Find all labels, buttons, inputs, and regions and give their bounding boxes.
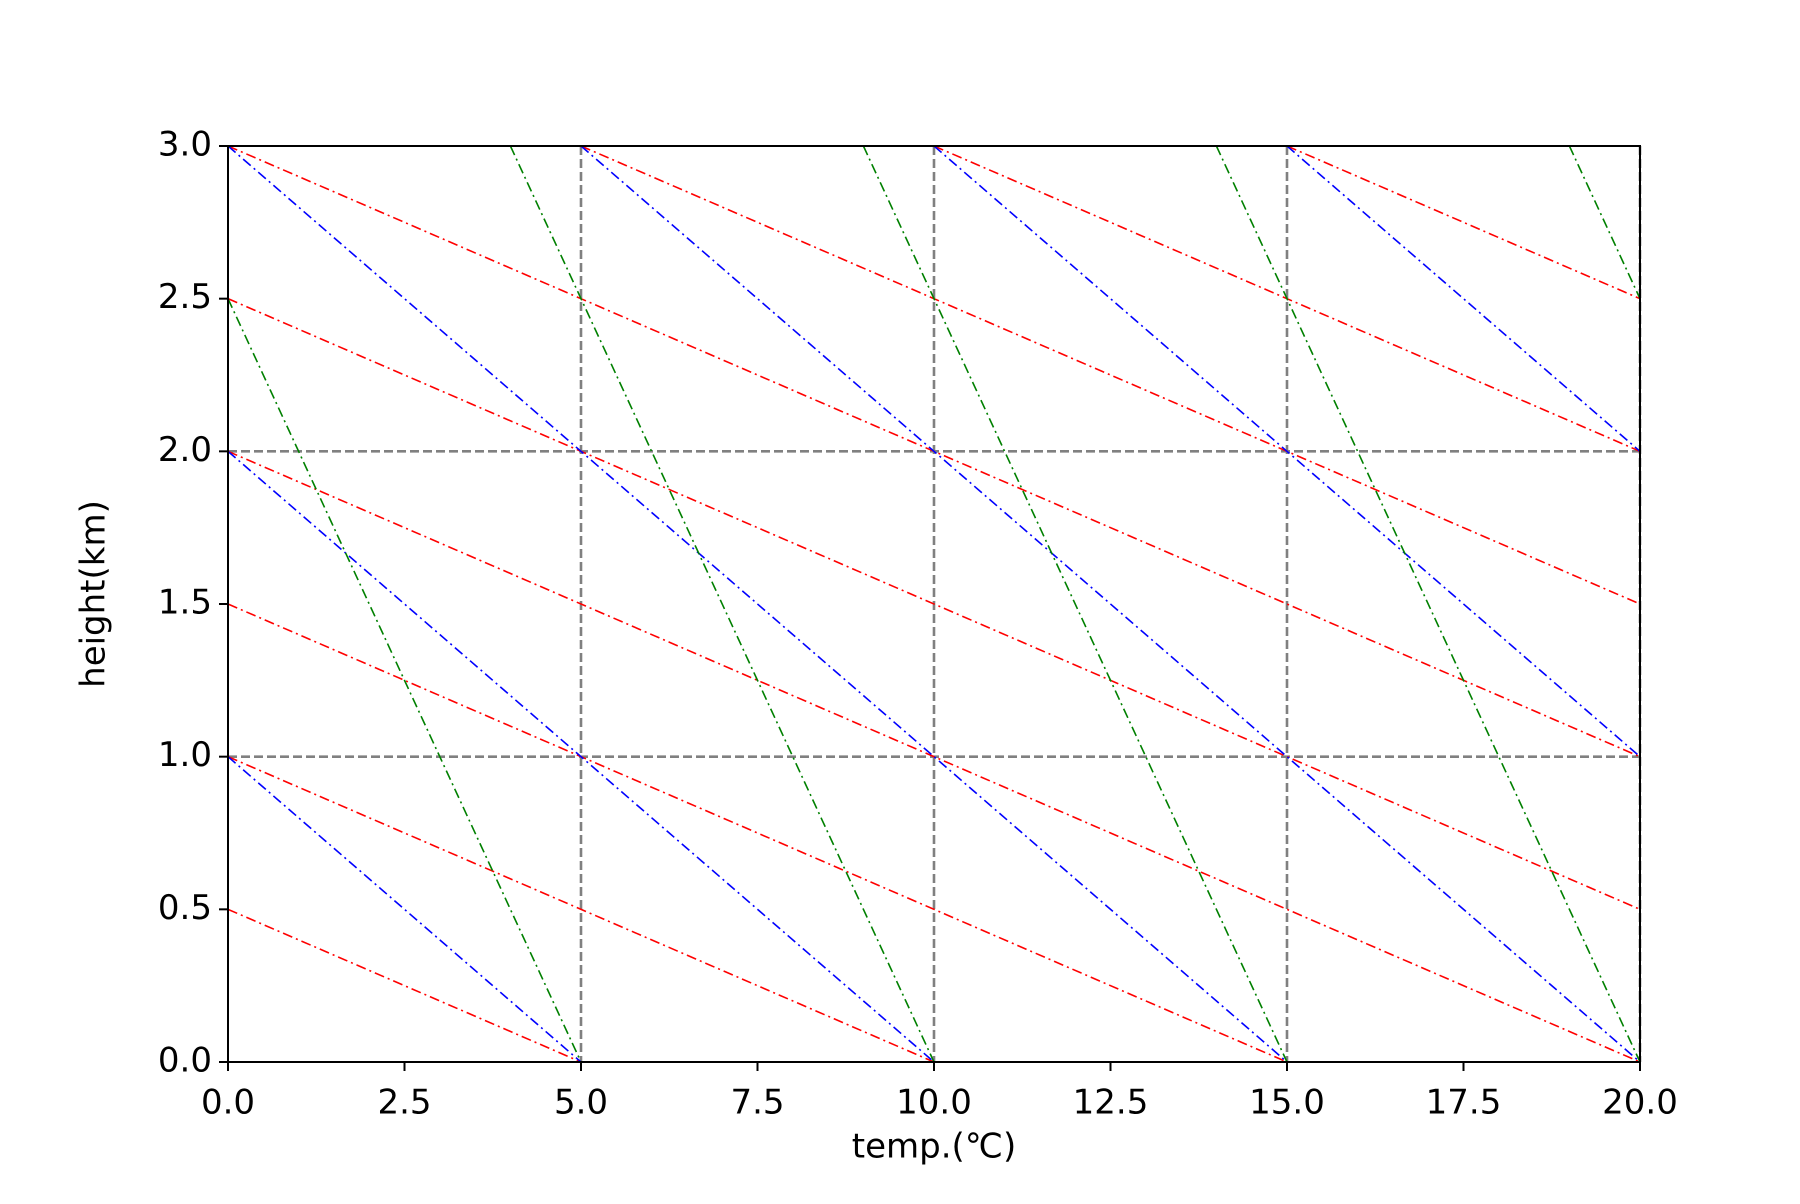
data-line	[580, 145, 1641, 605]
data-line	[227, 908, 582, 1063]
x-tick-label: 17.5	[1426, 1083, 1502, 1123]
data-line	[580, 145, 1641, 1063]
y-tick-label: 0.0	[158, 1041, 212, 1081]
y-tick-label: 1.0	[158, 735, 212, 775]
data-line	[1215, 145, 1641, 1063]
data-line	[227, 297, 1641, 911]
data-line	[227, 450, 1641, 1063]
data-line	[227, 756, 582, 1063]
data-line	[1286, 145, 1641, 300]
y-tick-label: 3.0	[158, 125, 212, 165]
y-tick-label: 0.5	[158, 888, 212, 928]
x-tick-label: 20.0	[1602, 1083, 1678, 1123]
data-line	[933, 145, 1641, 758]
y-tick-label: 1.5	[158, 583, 212, 623]
data-line	[227, 603, 1288, 1063]
x-tick-label: 12.5	[1073, 1083, 1149, 1123]
x-tick-label: 0.0	[201, 1083, 255, 1123]
data-line	[227, 755, 935, 1063]
y-axis-label: height(km)	[74, 500, 114, 688]
x-tick-label: 10.0	[896, 1083, 972, 1123]
data-line	[1568, 145, 1641, 300]
x-axis-label: temp.(℃)	[852, 1127, 1016, 1167]
data-line	[227, 298, 582, 1063]
x-tick-label: 7.5	[730, 1083, 784, 1123]
data-line	[509, 145, 935, 1063]
data-line	[862, 145, 1288, 1063]
y-tick-label: 2.5	[158, 277, 212, 317]
y-tick-label: 2.0	[158, 430, 212, 470]
data-line	[227, 145, 1288, 1063]
x-tick-label: 5.0	[554, 1083, 608, 1123]
data-line	[1286, 145, 1641, 452]
x-tick-label: 2.5	[377, 1083, 431, 1123]
x-tick-label: 15.0	[1249, 1083, 1325, 1123]
